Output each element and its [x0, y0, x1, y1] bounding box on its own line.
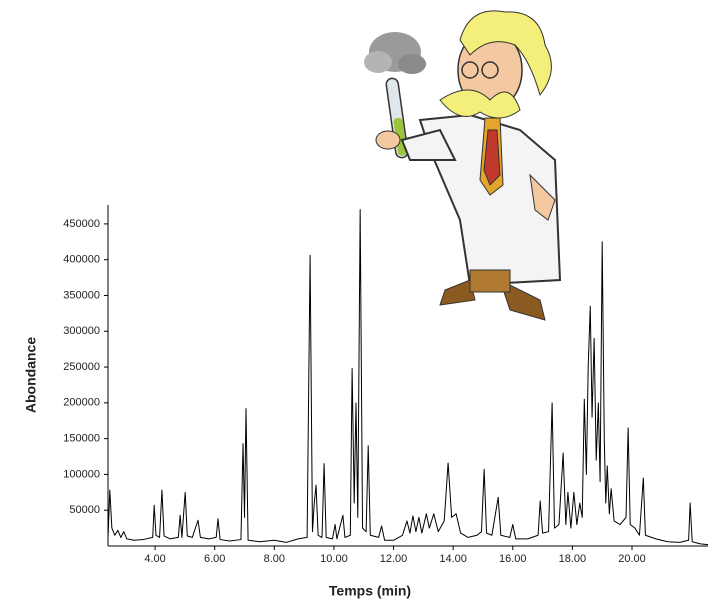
y-tick-label: 400000 — [63, 254, 100, 266]
x-tick-label: 4.00 — [144, 553, 165, 565]
y-tick-label: 150000 — [63, 433, 100, 445]
y-tick-label: 250000 — [63, 361, 100, 373]
x-tick-label: 16.00 — [499, 553, 527, 565]
y-tick-label: 100000 — [63, 468, 100, 480]
x-tick-label: 6.00 — [204, 553, 225, 565]
scientist-illustration — [364, 10, 562, 321]
y-tick-label: 300000 — [63, 325, 100, 337]
x-tick-label: 18.00 — [559, 553, 587, 565]
x-tick-label: 8.00 — [264, 553, 285, 565]
x-axis-title: Temps (min) — [329, 583, 411, 599]
x-tick-label: 20.00 — [618, 553, 646, 565]
x-tick-label: 10.00 — [320, 553, 348, 565]
y-tick-label: 450000 — [63, 218, 100, 230]
x-tick-label: 12.00 — [380, 553, 408, 565]
y-tick-label: 350000 — [63, 289, 100, 301]
x-tick-label: 14.00 — [439, 553, 467, 565]
y-tick-label: 200000 — [63, 397, 100, 409]
y-tick-label: 50000 — [69, 504, 100, 516]
y-axis-title: Abondance — [23, 337, 39, 413]
data-line — [107, 209, 709, 546]
